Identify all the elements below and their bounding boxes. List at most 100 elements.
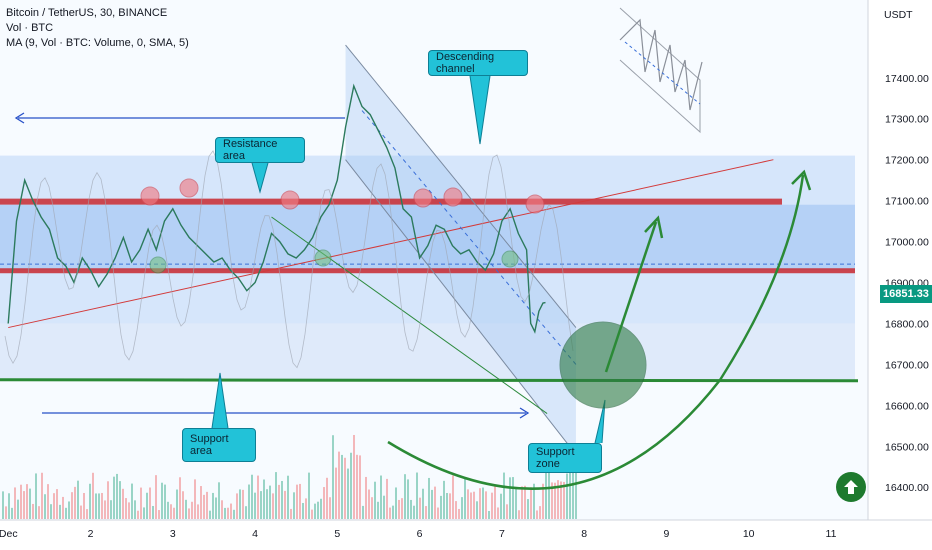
volume-bar	[452, 475, 454, 519]
volume-bar	[527, 499, 529, 519]
volume-bar	[176, 489, 178, 519]
y-tick-label: 16700.00	[885, 359, 929, 371]
volume-bar	[227, 507, 229, 519]
green-up-arrow	[604, 221, 658, 373]
volume-bar	[473, 491, 475, 519]
volume-bar	[230, 503, 232, 519]
lower-range-box	[0, 323, 855, 381]
volume-bar	[338, 451, 340, 519]
volume-bar	[284, 490, 286, 519]
volume-bar	[32, 503, 34, 519]
volume-bar	[326, 477, 328, 519]
current-price-tag: 16851.33	[880, 285, 932, 303]
chart-legend[interactable]: Bitcoin / TetherUS, 30, BINANCE Vol · BT…	[6, 6, 189, 51]
volume-bar	[89, 483, 91, 519]
volume-bar	[575, 471, 577, 519]
volume-bar	[200, 486, 202, 519]
volume-bar	[368, 489, 370, 519]
volume-bar	[290, 508, 292, 519]
volume-bar	[305, 498, 307, 519]
volume-bar	[509, 477, 511, 519]
background-bands	[0, 45, 855, 455]
ma-line	[4, 150, 574, 369]
volume-bar	[359, 455, 361, 519]
resistance-area-label[interactable]: Resistance area	[215, 137, 305, 163]
boost-button[interactable]	[836, 472, 866, 502]
volume-bar	[92, 472, 94, 519]
resistance-touch-marker	[525, 194, 545, 214]
volume-bar	[344, 457, 346, 519]
volume-bar	[410, 499, 412, 519]
volume-bar	[59, 504, 61, 519]
volume-bar	[530, 487, 532, 519]
volume-bar	[143, 507, 145, 519]
legend-symbol[interactable]: Bitcoin / TetherUS, 30, BINANCE	[6, 7, 168, 19]
volume-bar	[350, 452, 352, 519]
legend-ma[interactable]: MA (9, Vol · BTC: Volume, 0, SMA, 5)	[6, 37, 189, 49]
volume-bars	[2, 434, 577, 519]
arrow-up-icon	[844, 480, 858, 494]
volume-bar	[296, 484, 298, 519]
volume-bar	[479, 488, 481, 519]
y-axis-ticks[interactable]: 16400.00 16500.00 16600.00 16700.00 16800.00…	[885, 73, 929, 494]
volume-bar	[404, 474, 406, 519]
volume-bar	[161, 482, 163, 519]
volume-bar	[251, 474, 253, 519]
volume-bar	[110, 500, 112, 519]
x-tick-label: 6	[417, 528, 423, 540]
price-series	[4, 83, 574, 369]
volume-bar	[554, 482, 556, 519]
volume-bar	[506, 504, 508, 519]
volume-bar	[488, 510, 490, 519]
volume-bar	[335, 467, 337, 519]
volume-bar	[377, 501, 379, 519]
volume-bar	[512, 477, 514, 519]
volume-bar	[170, 504, 172, 519]
pattern-sketch-zigzag	[619, 18, 703, 111]
descending-channel-area	[345, 45, 576, 455]
y-tick-label: 17300.00	[885, 114, 929, 126]
y-tick-label: 17100.00	[885, 196, 929, 208]
volume-bar	[314, 503, 316, 519]
volume-bar	[503, 472, 505, 519]
volume-bar	[272, 493, 274, 519]
y-tick-label: 16400.00	[885, 482, 929, 494]
volume-bar	[380, 475, 382, 519]
x-tick-label: 8	[581, 528, 587, 540]
volume-bar	[47, 484, 49, 519]
volume-bar	[386, 478, 388, 519]
support-touch-marker	[314, 249, 332, 267]
volume-bar	[332, 435, 334, 519]
volume-bar	[209, 510, 211, 519]
price-line	[7, 83, 546, 334]
x-axis-ticks[interactable]: Dec 2 3 4 5 6 7 8 9 10 11	[0, 528, 837, 540]
volume-bar	[569, 467, 571, 519]
volume-bar	[29, 488, 31, 519]
volume-bar	[362, 505, 364, 519]
chart-overlays	[140, 7, 812, 490]
green-curve-arrow-head	[791, 169, 812, 191]
volume-bar	[248, 484, 250, 519]
volume-bar	[428, 477, 430, 519]
volume-bar	[158, 510, 160, 519]
volume-bar	[26, 484, 28, 519]
legend-volume[interactable]: Vol · BTC	[6, 22, 54, 34]
volume-bar	[266, 489, 268, 519]
volume-bar	[494, 486, 496, 519]
volume-bar	[74, 486, 76, 519]
volume-bar	[149, 487, 151, 519]
descending-channel-pointer	[469, 75, 491, 145]
support-area-label[interactable]: Support area	[182, 428, 256, 462]
descending-channel-label[interactable]: Descending channel	[428, 50, 528, 76]
resistance-touch-marker	[443, 187, 463, 207]
support-zone-label[interactable]: Support zone	[528, 443, 602, 473]
volume-bar	[260, 491, 262, 519]
volume-bar	[179, 477, 181, 519]
volume-bar	[302, 502, 304, 519]
x-tick-label: 10	[743, 528, 755, 540]
volume-bar	[131, 483, 133, 519]
volume-bar	[311, 509, 313, 519]
volume-bar	[287, 475, 289, 519]
volume-bar	[482, 487, 484, 519]
